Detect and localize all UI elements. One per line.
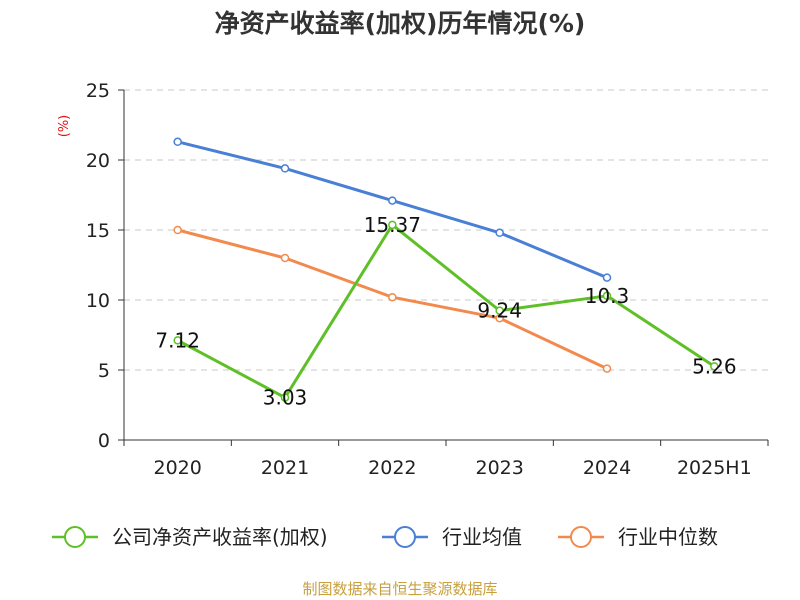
y-tick-label: 20 [86,150,110,172]
data-point [602,291,612,301]
axes [118,89,769,446]
y-tick-label: 15 [86,220,110,242]
series-line [177,140,608,279]
y-axis-unit-label: (%) [57,115,72,138]
grid-lines [124,89,768,371]
data-label: 15.37 [364,213,421,237]
data-labels: 7.12 3.03 15.37 9.24 10.3 5.26 [155,213,736,410]
data-point [173,225,182,235]
data-label: 7.12 [155,328,200,352]
source-note: 制图数据来自恒生聚源数据库 [302,580,497,598]
data-point [388,196,397,205]
legend-marker-icon [570,526,592,548]
y-tick-label: 25 [86,80,110,102]
legend-label: 行业中位数 [618,525,718,549]
x-tick-label: 2023 [475,457,523,479]
y-tick-label: 5 [98,360,110,382]
y-tick-labels: 0 5 10 15 20 25 [86,80,110,452]
data-point [710,362,719,371]
legend-item[interactable]: 行业中位数 [558,525,718,549]
y-tick-label: 0 [98,430,110,452]
chart-title: 净资产收益率(加权)历年情况(%) [215,9,586,38]
y-tick-label: 10 [86,290,110,312]
data-label: 3.03 [263,386,308,410]
data-point [602,273,612,282]
data-point [280,393,290,402]
data-point [280,164,290,173]
data-label: 5.26 [692,354,737,378]
x-tick-labels: 2020 2021 2022 2023 2024 2025H1 [153,457,751,479]
x-tick-label: 2022 [368,457,416,479]
data-label: 9.24 [477,299,522,323]
series-group [173,137,719,402]
legend-item[interactable]: 行业均值 [382,525,522,549]
x-tick-label: 2024 [583,457,631,479]
x-tick-label: 2021 [261,457,309,479]
legend-marker-icon [64,526,86,548]
legend-label: 行业均值 [442,525,522,549]
x-tick-label: 2025H1 [677,457,752,479]
legend-label: 公司净资产收益率(加权) [112,525,328,549]
data-point [602,364,612,373]
series-line [176,223,716,400]
data-point [388,220,397,230]
data-label: 10.3 [585,284,630,308]
data-point [495,228,504,238]
x-tick-label: 2020 [153,457,201,479]
legend[interactable]: 公司净资产收益率(加权) 行业均值 行业中位数 [52,525,718,549]
data-point [280,253,290,263]
data-point [388,292,397,302]
data-point [173,336,182,345]
data-point [495,306,504,315]
data-point [173,137,182,147]
legend-item[interactable]: 公司净资产收益率(加权) [52,525,328,549]
legend-marker-icon [394,526,416,548]
